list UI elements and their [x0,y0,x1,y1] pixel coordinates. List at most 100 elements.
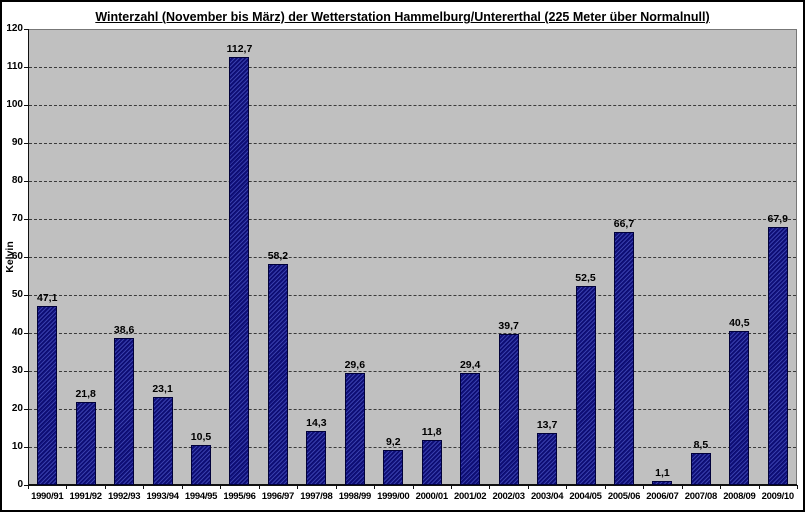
y-axis-tick [24,29,28,30]
y-axis-tick [24,143,28,144]
x-axis-tick [374,485,376,489]
x-tick-label: 2008/09 [723,491,756,502]
bar-value-label: 38,6 [113,324,135,337]
y-tick-label: 40 [11,327,23,338]
x-tick-label: 1994/95 [184,491,218,502]
bar [229,56,250,485]
bar [729,331,750,485]
x-tick-label: 2006/07 [646,491,679,502]
bar-value-label: 47,1 [37,292,58,305]
x-tick-label: 1999/00 [377,491,410,502]
x-axis-tick [181,485,183,489]
x-tick-label: 2000/01 [415,491,449,502]
y-gridline [29,181,796,182]
bar [306,430,327,485]
y-tick-label: 0 [17,479,23,490]
x-tick-label: 1992/93 [107,491,141,502]
bar-value-label: 14,3 [306,416,327,429]
x-tick-label: 1998/99 [338,491,372,502]
y-tick-label: 70 [11,213,23,224]
y-tick-label: 10 [11,441,23,452]
y-gridline [29,257,796,258]
y-gridline [29,371,796,372]
bar [460,373,481,485]
y-axis-tick [24,181,28,182]
x-axis-tick [643,485,645,489]
x-axis-tick [143,485,145,489]
y-tick-label: 120 [6,23,23,34]
bar-value-label: 9,2 [385,436,401,449]
x-axis-tick [450,485,452,489]
y-axis-line [28,29,29,485]
bar [421,440,442,485]
x-tick-label: 1991/92 [69,491,103,502]
bar-value-label: 67,9 [767,212,788,225]
bar-value-label: 8,5 [693,438,709,451]
x-axis-tick [489,485,491,489]
bar-value-label: 52,5 [575,271,596,284]
x-tick-label: 1990/91 [31,491,64,502]
bar-value-label: 29,6 [344,358,366,371]
x-tick-label: 2001/02 [454,491,487,502]
bar [37,306,58,485]
bar-value-label: 112,7 [226,42,253,55]
bar-value-label: 13,7 [536,418,558,431]
y-tick-label: 50 [11,289,23,300]
bar-value-label: 1,1 [655,466,670,479]
bar [537,432,558,485]
y-axis-tick [24,105,28,106]
y-axis-tick [24,409,28,410]
bar [191,445,212,485]
x-tick-label: 2002/03 [492,491,525,502]
bar [267,263,288,485]
x-axis-tick [604,485,606,489]
y-gridline [29,409,796,410]
x-axis-tick [220,485,222,489]
bar-value-label: 21,8 [75,388,96,401]
x-axis-tick [66,485,68,489]
y-gridline [29,333,796,334]
x-tick-label: 1995/96 [223,491,256,502]
x-tick-label: 2005/06 [607,491,641,502]
y-gridline [29,105,796,106]
y-gridline [29,143,796,144]
x-axis-tick [104,485,106,489]
x-axis-tick [527,485,529,489]
bar [75,402,96,485]
y-gridline [29,219,796,220]
y-tick-label: 90 [11,137,23,148]
chart-title: Winterzahl (November bis März) der Wette… [95,10,710,24]
bar [652,480,673,485]
y-axis-tick [24,371,28,372]
x-axis-tick [797,485,798,489]
y-axis-tick [24,295,28,296]
y-tick-label: 30 [11,365,23,376]
bar [613,231,634,485]
y-axis-tick [24,485,28,486]
x-tick-label: 1996/97 [261,491,295,502]
x-tick-label: 1997/98 [300,491,333,502]
x-axis-tick [566,485,568,489]
x-axis-tick [681,485,683,489]
x-tick-label: 2007/08 [684,491,718,502]
x-tick-label: 2009/10 [761,491,795,502]
bar-value-label: 58,2 [267,249,289,262]
x-axis-tick [258,485,260,489]
y-tick-label: 80 [11,175,23,186]
x-tick-label: 1993/94 [146,491,179,502]
y-gridline [29,295,796,296]
y-tick-label: 100 [6,99,23,110]
bar-value-label: 11,8 [421,426,442,439]
y-gridline [29,447,796,448]
x-axis-tick [297,485,299,489]
y-gridline [29,67,796,68]
bar [114,338,135,485]
x-axis-tick [335,485,337,489]
bar-value-label: 29,4 [459,359,481,372]
bar [767,226,788,485]
bar [575,285,596,485]
x-tick-label: 2004/05 [569,491,602,502]
x-axis-tick [412,485,414,489]
bar-value-label: 40,5 [729,317,750,330]
